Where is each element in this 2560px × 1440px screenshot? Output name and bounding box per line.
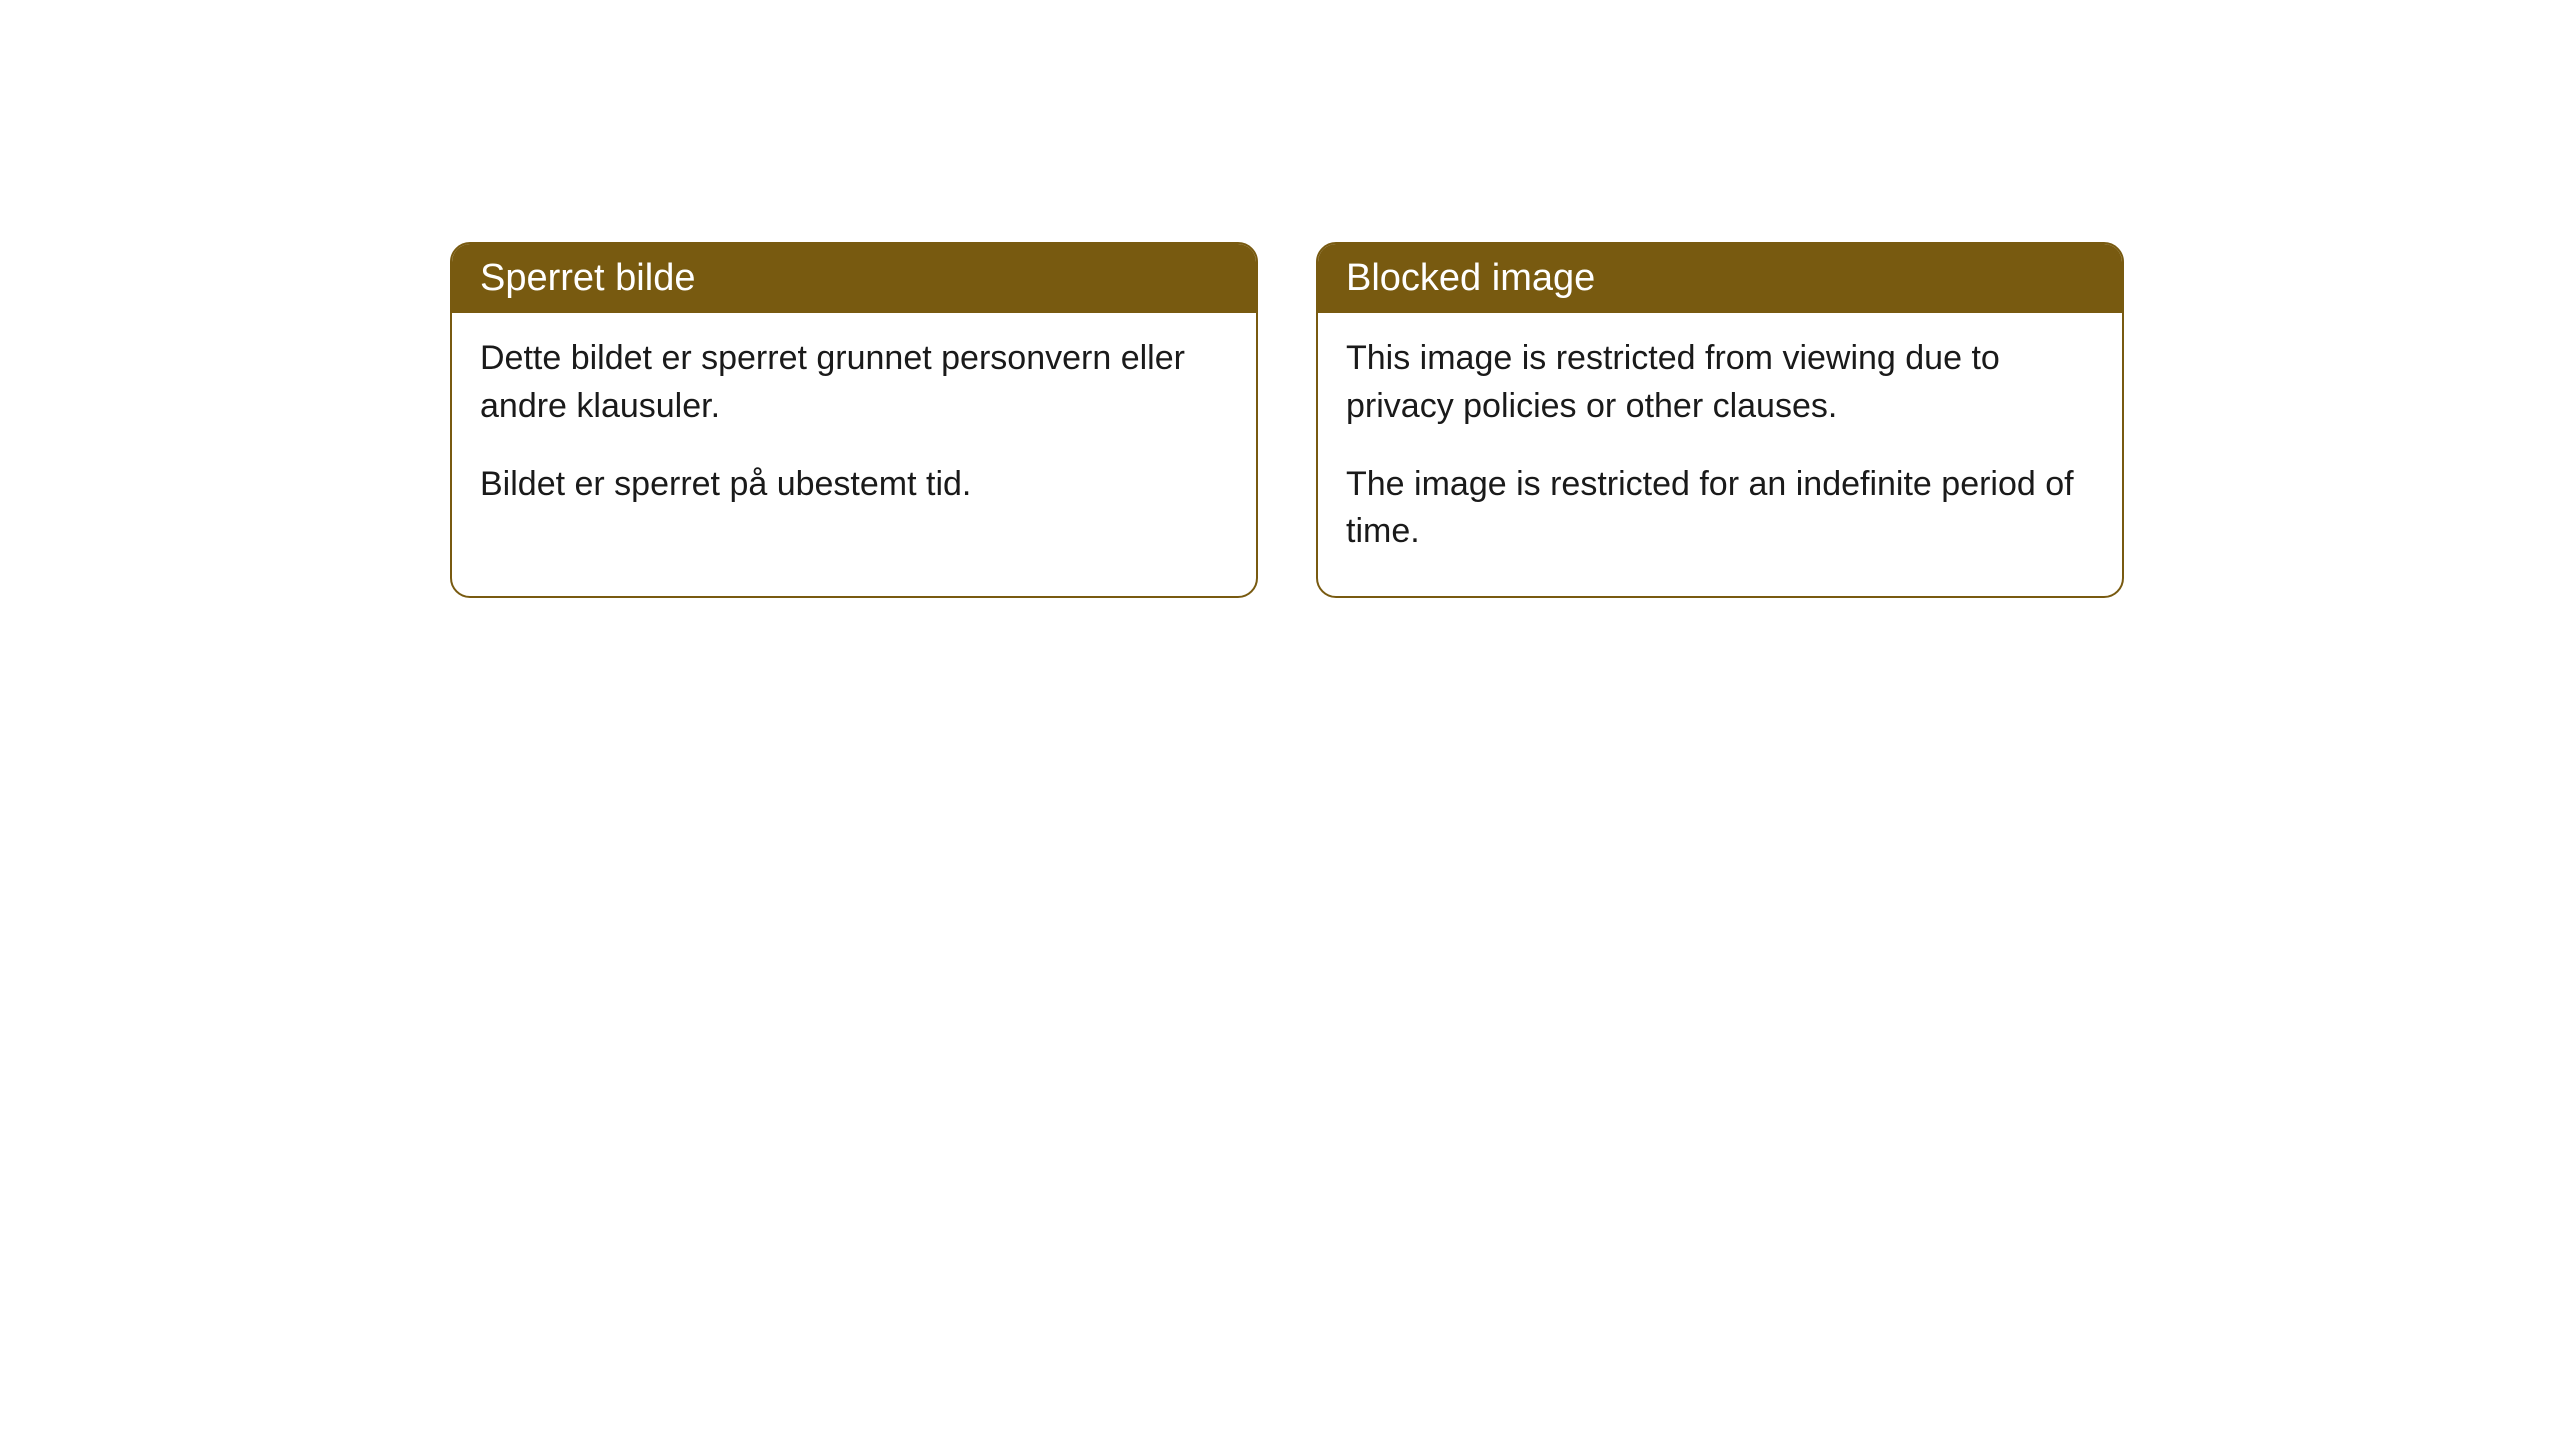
card-paragraph-1: Dette bildet er sperret grunnet personve… [480,335,1228,430]
card-title: Blocked image [1318,244,2122,313]
cards-container: Sperret bilde Dette bildet er sperret gr… [0,0,2560,598]
card-paragraph-2: The image is restricted for an indefinit… [1346,461,2094,556]
card-body: This image is restricted from viewing du… [1318,313,2122,595]
card-body: Dette bildet er sperret grunnet personve… [452,313,1256,548]
blocked-image-card-english: Blocked image This image is restricted f… [1316,242,2124,598]
card-title: Sperret bilde [452,244,1256,313]
card-paragraph-2: Bildet er sperret på ubestemt tid. [480,461,1228,509]
card-paragraph-1: This image is restricted from viewing du… [1346,335,2094,430]
blocked-image-card-norwegian: Sperret bilde Dette bildet er sperret gr… [450,242,1258,598]
